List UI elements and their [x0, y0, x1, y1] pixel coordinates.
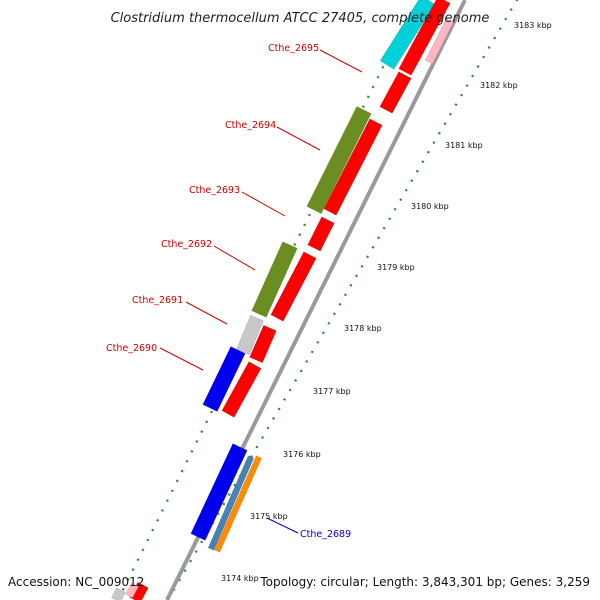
gene-pink-top[interactable]	[424, 17, 455, 65]
gene-cthe-2689a[interactable]	[207, 455, 255, 551]
leader-line	[276, 126, 321, 151]
gene-label-cthe-2689[interactable]: Cthe_2689	[300, 529, 351, 540]
gene-cthe-2693[interactable]	[307, 216, 335, 252]
gene-cthe-2694b[interactable]	[323, 118, 383, 216]
gene-label-cthe-2694[interactable]: Cthe_2694	[225, 120, 276, 131]
tick-label: 3183 kbp	[514, 21, 552, 30]
gene-label-cthe-2690[interactable]: Cthe_2690	[106, 343, 157, 354]
gene-red-top[interactable]	[398, 0, 451, 76]
leader-lines	[159, 49, 363, 534]
gene-cthe-2694[interactable]	[306, 105, 372, 215]
tick-label: 3181 kbp	[445, 141, 483, 150]
gene-cthe-2695[interactable]	[379, 71, 412, 114]
gene-bottom-grey[interactable]	[111, 587, 126, 600]
gene-label-cthe-2691[interactable]: Cthe_2691	[132, 295, 183, 306]
tick-labels: 3183 kbp 3182 kbp 3181 kbp 3180 kbp 3179…	[221, 21, 552, 583]
accession-text: Accession: NC_009012	[8, 575, 144, 589]
gene-bottom-pink[interactable]	[125, 582, 139, 599]
gene-cthe-2692[interactable]	[251, 241, 298, 318]
leader-line	[213, 245, 256, 271]
gene-cthe-2692b[interactable]	[270, 251, 317, 322]
map-title: Clostridium thermocellum ATCC 27405, com…	[111, 11, 490, 26]
gene-cthe-2688[interactable]	[190, 443, 248, 541]
tick-label: 3175 kbp	[250, 512, 288, 521]
gene-cthe-2689[interactable]	[213, 455, 263, 553]
gene-track	[111, 0, 455, 600]
tick-label: 3177 kbp	[313, 387, 351, 396]
gene-bottom-red[interactable]	[129, 581, 149, 600]
gene-cthe-2696[interactable]	[379, 0, 436, 70]
tick-label: 3179 kbp	[377, 263, 415, 272]
leader-line	[185, 301, 228, 325]
leader-line	[319, 49, 363, 73]
gene-labels: Cthe_2695 Cthe_2694 Cthe_2693 Cthe_2692 …	[106, 43, 351, 540]
gene-cthe-2690[interactable]	[202, 346, 246, 412]
tick-label: 3182 kbp	[480, 81, 518, 90]
tick-label: 3180 kbp	[411, 202, 449, 211]
gene-label-cthe-2695[interactable]: Cthe_2695	[268, 43, 319, 54]
leader-line	[266, 517, 299, 534]
gene-cthe-2691b[interactable]	[249, 324, 277, 364]
scale-dotted-line	[167, 0, 519, 600]
tick-label: 3176 kbp	[283, 450, 321, 459]
tick-label: 3178 kbp	[344, 324, 382, 333]
gene-cthe-2691[interactable]	[236, 314, 264, 356]
genome-summary-text: Topology: circular; Length: 3,843,301 bp…	[259, 575, 590, 589]
leader-line	[159, 347, 204, 371]
gene-label-cthe-2692[interactable]: Cthe_2692	[161, 239, 212, 250]
gene-label-cthe-2693[interactable]: Cthe_2693	[189, 185, 240, 196]
gene-cthe-2690b[interactable]	[221, 361, 262, 418]
tick-label: 3174 kbp	[221, 574, 259, 583]
leader-line	[241, 191, 286, 217]
